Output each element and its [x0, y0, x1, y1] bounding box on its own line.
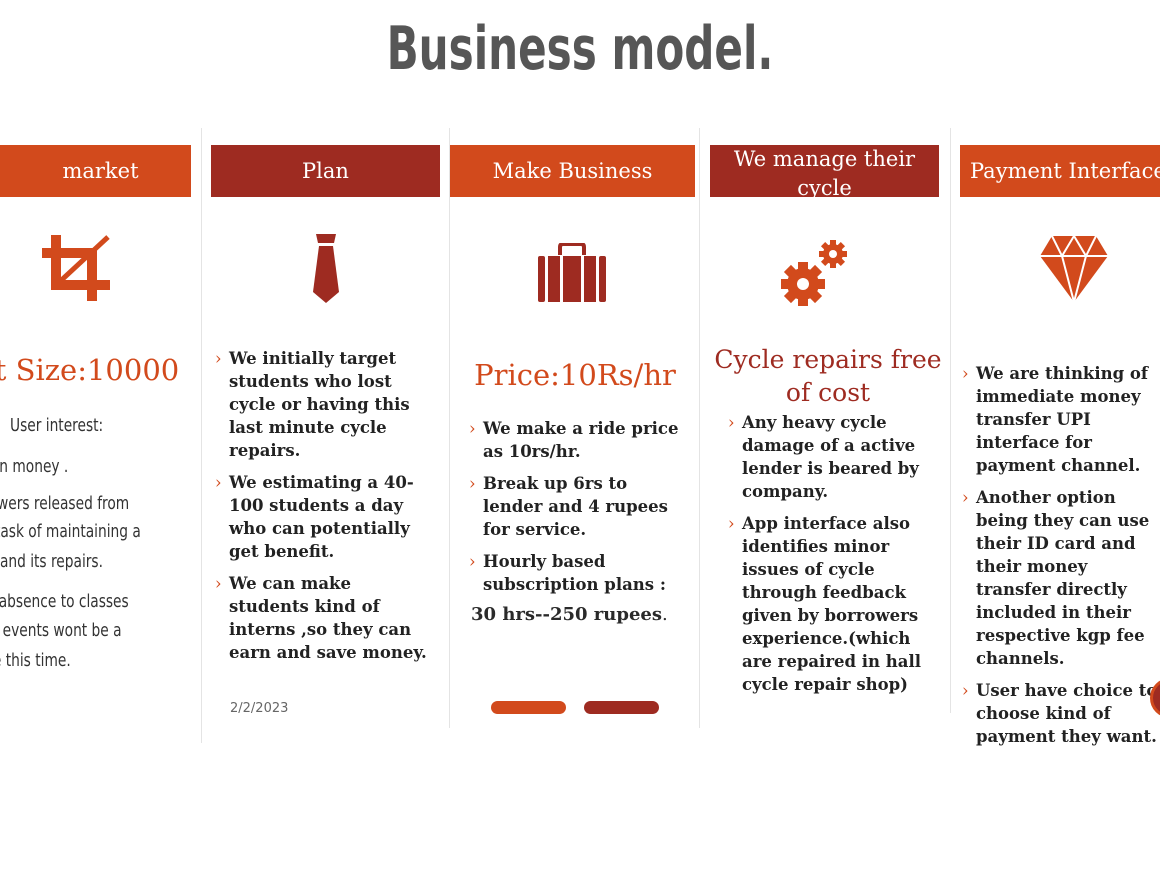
banner-label: Plan	[302, 159, 349, 183]
subscription-plan-value: 30 hrs--250 rupees	[471, 604, 662, 625]
diamond-icon	[1040, 234, 1108, 306]
plan-bullets: We initially target students who lost cy…	[215, 347, 430, 673]
column-divider	[950, 128, 951, 713]
banner-label: We manage their cycle	[733, 147, 916, 197]
banner-payment-interface: Payment Interface	[960, 145, 1160, 197]
banner-label: market	[62, 159, 139, 183]
business-bullet: Break up 6rs to lender and 4 rupees for …	[469, 472, 689, 541]
cycle-bullet: Any heavy cycle damage of a active lende…	[728, 411, 928, 503]
plan-bullet: We can make students kind of interns ,so…	[215, 572, 430, 664]
progress-pill-red	[584, 701, 659, 714]
market-line: Students absence to classes	[0, 591, 129, 612]
subscription-plan-end: .	[662, 604, 668, 625]
market-line: cycle and its repairs.	[0, 551, 103, 572]
plan-bullet: We initially target students who lost cy…	[215, 347, 430, 462]
slide-title: Business model.	[386, 14, 774, 84]
payment-bullets: We are thinking of immediate money trans…	[962, 362, 1160, 757]
market-heading: Target Size:10000	[0, 353, 180, 387]
column-divider	[201, 128, 202, 743]
banner-plan: Plan	[211, 145, 440, 197]
subscription-plan: 30 hrs--250 rupees.	[471, 604, 668, 625]
cycle-bullets: Any heavy cycle damage of a active lende…	[728, 411, 928, 705]
cycle-repairs-heading: Cycle repairs free of cost	[714, 345, 942, 407]
market-line: the task of maintaining a	[0, 521, 141, 542]
business-bullets: We make a ride price as 10rs/hr. Break u…	[469, 417, 689, 605]
market-line: issue this time.	[0, 650, 71, 671]
banner-label: Payment Interface	[970, 159, 1160, 183]
column-divider	[699, 128, 700, 728]
progress-pill-orange	[491, 701, 566, 714]
user-interest-label: User interest:	[10, 415, 104, 436]
business-bullet: We make a ride price as 10rs/hr.	[469, 417, 689, 463]
business-bullet: Hourly based subscription plans :	[469, 550, 689, 596]
briefcase-icon	[538, 242, 606, 307]
plan-bullet: We estimating a 40-100 students a day wh…	[215, 471, 430, 563]
payment-bullet: User have choice to choose kind of payme…	[962, 679, 1160, 748]
banner-manage-cycle: We manage their cycle	[710, 145, 939, 197]
crop-icon	[40, 233, 112, 307]
payment-bullet: Another option being they can use their …	[962, 486, 1160, 670]
cycle-bullet: App interface also identifies minor issu…	[728, 512, 928, 696]
slide-date: 2/2/2023	[230, 701, 289, 716]
market-line: Borrowers released from	[0, 493, 130, 514]
market-line: Lenders earn money .	[0, 456, 69, 477]
price-heading: Price:10Rs/hr	[474, 358, 676, 392]
banner-label: Make Business	[492, 159, 653, 183]
banner-market: market	[0, 145, 191, 197]
tie-icon	[311, 234, 341, 308]
gears-icon	[779, 238, 851, 312]
market-line: and important events wont be a	[0, 620, 122, 641]
banner-make-business: Make Business	[450, 145, 695, 197]
column-divider	[449, 128, 450, 728]
payment-bullet: We are thinking of immediate money trans…	[962, 362, 1160, 477]
